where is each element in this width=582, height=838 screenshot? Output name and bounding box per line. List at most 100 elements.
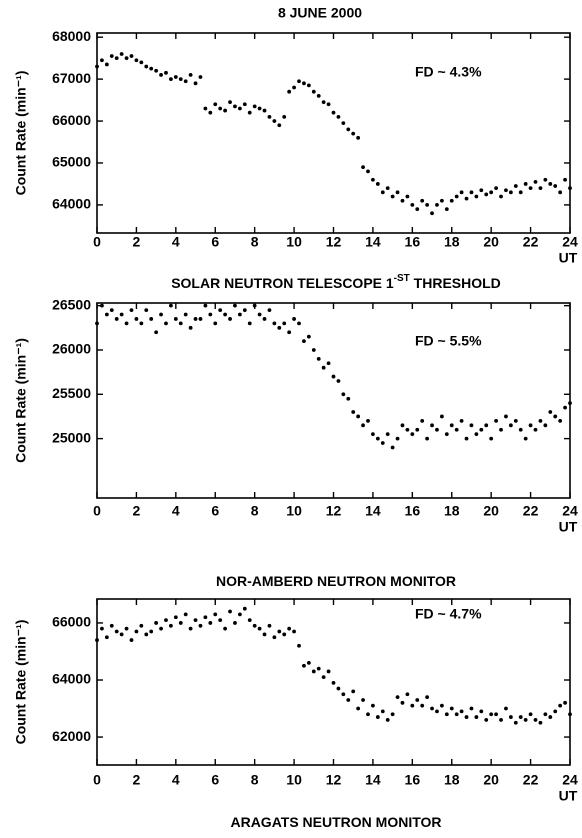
data-point [513,184,518,188]
data-point [415,207,420,212]
data-point [287,89,292,94]
data-point [410,203,415,207]
data-point [277,123,282,128]
data-point [405,692,410,697]
data-point [361,423,365,428]
y-tick-label: 67000 [52,70,91,86]
data-point [114,317,119,321]
data-point [228,100,232,105]
data-point [439,703,444,708]
y-tick-label: 66000 [52,112,91,128]
x-tick-label: 16 [405,234,421,250]
data-point [223,312,228,317]
data-point [119,312,124,317]
data-point [228,317,232,321]
data-point [469,190,474,195]
x-axis-label: UT [559,788,578,804]
data-point [375,182,380,186]
data-point [242,102,247,107]
data-point [178,321,183,326]
x-tick-label: 2 [133,234,141,250]
data-point [306,660,311,665]
data-point [415,427,420,432]
data-point [346,396,351,401]
data-point [464,436,469,441]
data-point [454,427,459,432]
data-point [331,374,336,379]
data-point [366,418,370,423]
data-point [351,131,356,136]
data-point [134,58,139,63]
data-point [410,432,415,437]
data-point [366,712,370,717]
data-point [518,427,523,432]
data-point [114,629,119,634]
y-tick-label: 25500 [52,385,91,401]
data-point [114,56,119,61]
data-point [228,609,232,614]
data-point [331,110,336,115]
data-point [208,621,213,625]
data-point [188,626,193,631]
data-point [351,410,356,414]
data-point [341,692,346,697]
data-point [306,334,311,339]
data-point [479,188,484,193]
data-point [302,81,306,86]
data-point [233,621,237,625]
data-point [459,418,464,423]
data-point [100,58,104,63]
data-point [326,102,331,107]
data-point [454,712,459,717]
data-point [464,196,469,201]
data-point [459,190,464,195]
data-point [109,308,114,312]
data-point [489,436,494,441]
data-point [277,629,282,634]
data-point [183,612,188,617]
data-point [380,709,385,714]
data-point [553,184,558,188]
data-point [316,93,321,98]
data-point [489,712,494,717]
data-point [464,715,469,719]
data-point [237,312,242,317]
data-point [410,703,415,708]
panel-caption: ARAGATS NEUTRON MONITOR [230,814,441,830]
data-point [149,317,154,321]
data-point [523,182,528,186]
data-point [390,194,395,199]
x-tick-label: 12 [326,234,342,250]
data-point [375,436,380,441]
data-point [449,706,454,711]
y-tick-label: 65000 [52,154,91,170]
data-point [435,709,439,714]
data-point [257,106,262,111]
data-point [341,392,346,397]
data-point [523,436,528,441]
data-point [405,427,410,432]
x-tick-label: 16 [405,772,421,788]
caption-part: ARAGATS NEUTRON MONITOR [230,814,441,830]
data-point [173,615,178,620]
data-point [154,68,159,73]
caption-part: -ST [394,273,410,284]
y-tick-label: 25000 [52,429,91,445]
data-point [366,169,370,174]
data-point [159,626,163,631]
data-point [109,623,114,628]
x-tick-label: 14 [365,234,381,250]
x-tick-label: 4 [172,772,180,788]
data-point [553,709,558,714]
x-tick-label: 14 [365,772,381,788]
data-point [287,330,292,335]
data-point [494,712,498,717]
data-point [548,182,553,186]
data-point [430,706,434,711]
data-point [124,56,129,61]
data-point [513,418,518,423]
caption-part: THRESHOLD [410,275,501,291]
data-point [415,698,420,702]
data-point [164,321,168,326]
data-point [420,198,425,203]
